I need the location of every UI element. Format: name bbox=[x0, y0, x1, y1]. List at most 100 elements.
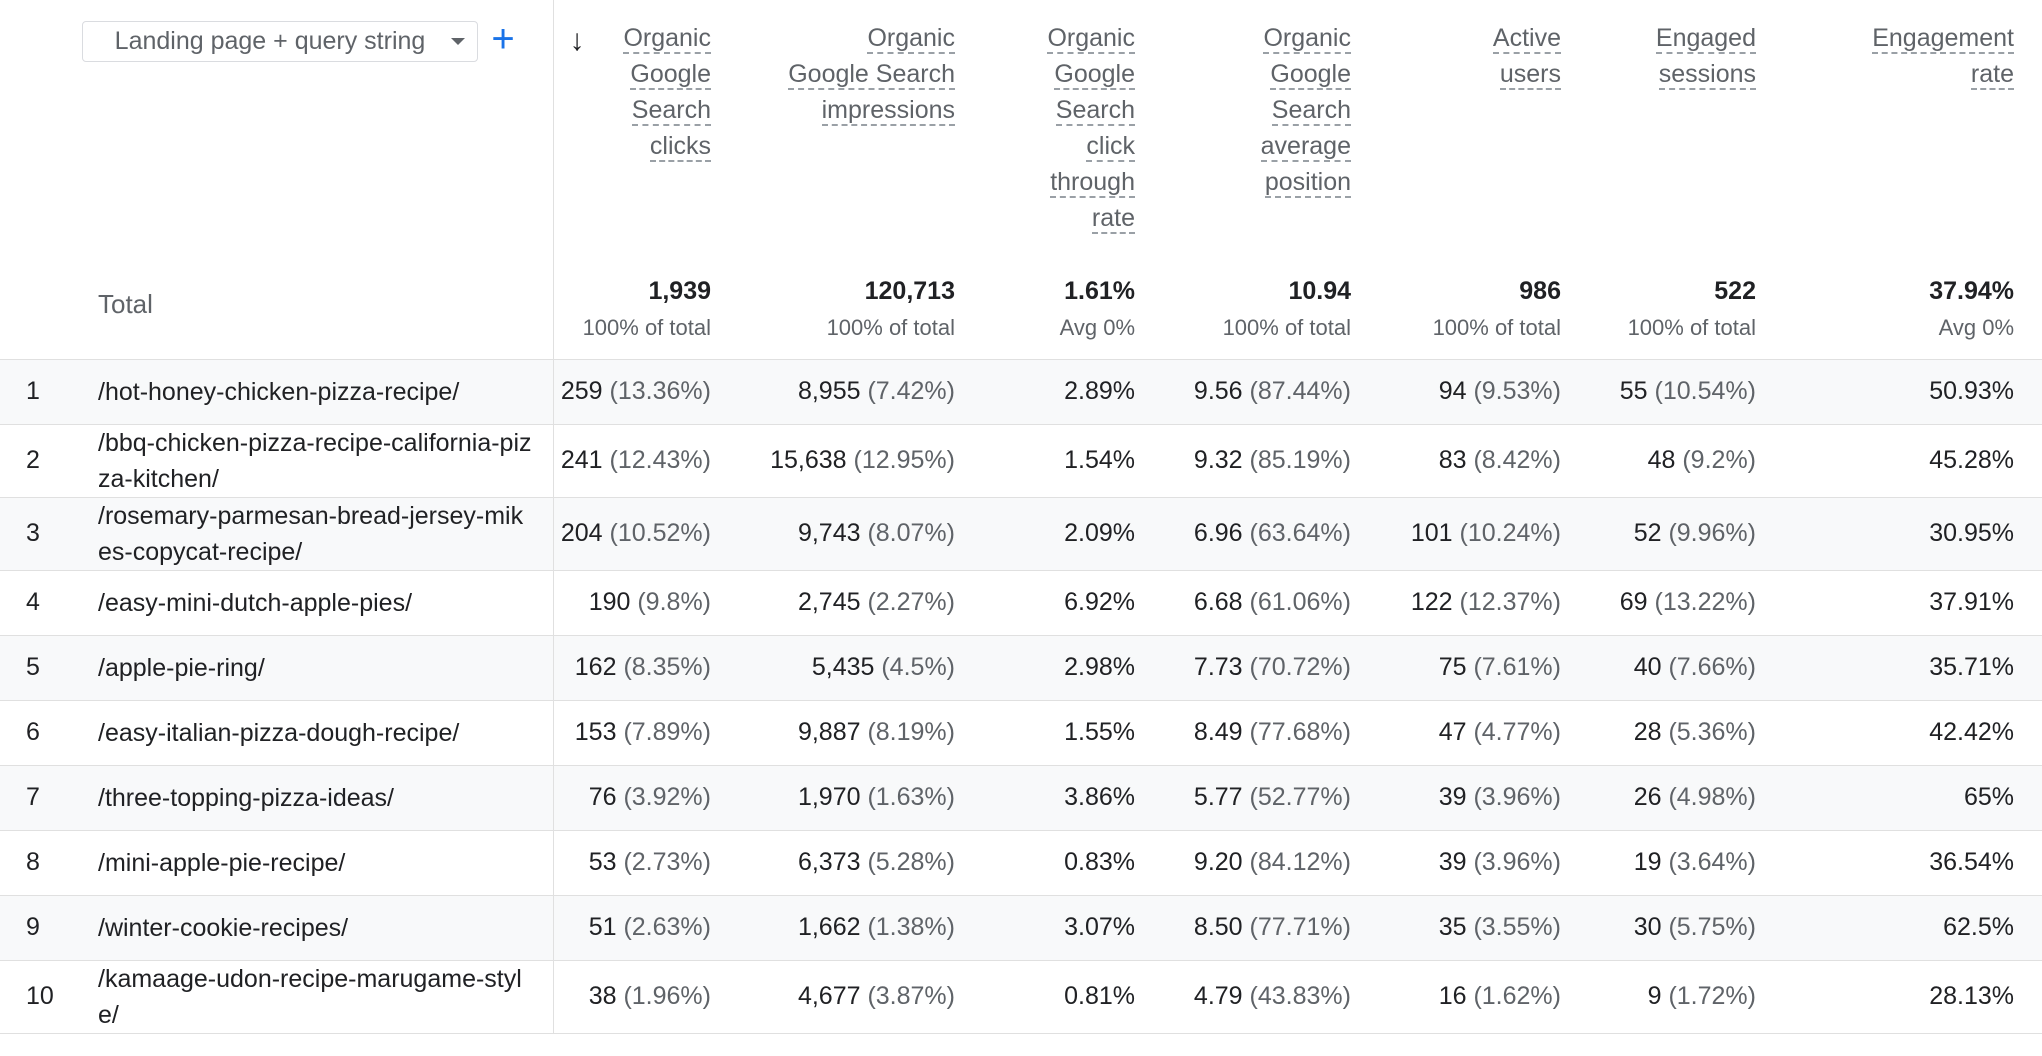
column-header-engaged-sessions[interactable]: Engaged sessions bbox=[1589, 0, 1784, 263]
metric-cell: 204 (10.52%) bbox=[552, 497, 739, 570]
column-header-label-line: Active bbox=[1492, 24, 1561, 54]
metric-value: 6.92% bbox=[1064, 588, 1135, 616]
metric-cell: 45.28% bbox=[1784, 424, 2042, 497]
column-header-label-line: click bbox=[1086, 132, 1135, 162]
landing-page-link[interactable]: /three-topping-pizza-ideas/ bbox=[98, 783, 394, 812]
metric-cell: 0.83% bbox=[983, 830, 1163, 895]
metric-cell: 9.20 (84.12%) bbox=[1163, 830, 1379, 895]
metric-percent-of-total: (5.36%) bbox=[1668, 718, 1756, 746]
landing-page-link[interactable]: /bbq-chicken-pizza-recipe-california-piz… bbox=[98, 428, 532, 493]
metric-cell: 6.92% bbox=[983, 570, 1163, 635]
metric-cell: 6.96 (63.64%) bbox=[1163, 497, 1379, 570]
metric-value: 35 bbox=[1438, 913, 1467, 941]
metric-percent-of-total: (4.98%) bbox=[1668, 783, 1756, 811]
metric-percent-of-total: (77.68%) bbox=[1249, 718, 1351, 746]
column-header-label-line: Organic bbox=[623, 24, 711, 54]
metric-cell: 40 (7.66%) bbox=[1589, 635, 1784, 700]
metric-value: 1.55% bbox=[1064, 718, 1135, 746]
row-index: 4 bbox=[26, 588, 40, 616]
column-header-label-line: Engaged bbox=[1655, 24, 1756, 54]
metric-cell: 3.07% bbox=[983, 895, 1163, 960]
row-index: 7 bbox=[26, 783, 40, 811]
metric-percent-of-total: (1.38%) bbox=[867, 913, 955, 941]
column-header-label-line: Organic bbox=[1263, 24, 1351, 54]
landing-page-link[interactable]: /easy-mini-dutch-apple-pies/ bbox=[98, 588, 413, 617]
landing-page-link[interactable]: /winter-cookie-recipes/ bbox=[98, 913, 349, 942]
table-row[interactable]: 1/hot-honey-chicken-pizza-recipe/259 (13… bbox=[0, 359, 2042, 424]
metric-cell: 50.93% bbox=[1784, 359, 2042, 424]
metric-value: 30.95% bbox=[1929, 519, 2014, 547]
column-header-organic-search-clicks[interactable]: ↓ Organic Google Search clicks bbox=[552, 0, 739, 263]
total-organic-search-avg-position: 10.94 100% of total bbox=[1222, 277, 1351, 340]
column-header-organic-search-ctr[interactable]: Organic Google Search click through rate bbox=[983, 0, 1163, 263]
landing-page-link[interactable]: /rosemary-parmesan-bread-jersey-mikes-co… bbox=[98, 501, 524, 566]
metric-value: 0.83% bbox=[1064, 848, 1135, 876]
table-row[interactable]: 6/easy-italian-pizza-dough-recipe/153 (7… bbox=[0, 700, 2042, 765]
metric-percent-of-total: (12.95%) bbox=[853, 446, 955, 474]
column-header-active-users[interactable]: Active users bbox=[1379, 0, 1589, 263]
table-row[interactable]: 4/easy-mini-dutch-apple-pies/190 (9.8%) 2… bbox=[0, 570, 2042, 635]
column-header-label-line: Google bbox=[1054, 60, 1135, 90]
column-header-organic-search-impressions[interactable]: Organic Google Search impressions bbox=[739, 0, 983, 263]
metric-percent-of-total: (13.22%) bbox=[1654, 588, 1756, 616]
totals-row: Total 1,939 100% of total 120,713 100% of … bbox=[0, 263, 2042, 359]
dimension-header: Landing page + query string + bbox=[0, 0, 553, 263]
metric-percent-of-total: (3.92%) bbox=[623, 783, 711, 811]
metric-value: 55 bbox=[1619, 377, 1648, 405]
metric-value: 8.49 bbox=[1193, 718, 1243, 746]
table-row[interactable]: 5/apple-pie-ring/162 (8.35%) 5,435 (4.5%)… bbox=[0, 635, 2042, 700]
metric-value: 2,745 bbox=[797, 588, 861, 616]
metric-value: 122 bbox=[1410, 588, 1453, 616]
metric-value: 26 bbox=[1633, 783, 1662, 811]
metric-percent-of-total: (2.73%) bbox=[623, 848, 711, 876]
arrow-down-icon[interactable]: ↓ bbox=[569, 24, 585, 57]
metric-value: 8.50 bbox=[1193, 913, 1243, 941]
column-header-label-line: through bbox=[1050, 168, 1135, 198]
metric-value: 36.54% bbox=[1929, 848, 2014, 876]
metric-percent-of-total: (2.27%) bbox=[867, 588, 955, 616]
metric-value: 162 bbox=[574, 653, 617, 681]
metric-cell: 8.49 (77.68%) bbox=[1163, 700, 1379, 765]
header-row: Landing page + query string + ↓ Organic G… bbox=[0, 0, 2042, 263]
landing-page-link[interactable]: /apple-pie-ring/ bbox=[98, 653, 265, 682]
metric-cell: 241 (12.43%) bbox=[552, 424, 739, 497]
table-row[interactable]: 8/mini-apple-pie-recipe/53 (2.73%) 6,373 … bbox=[0, 830, 2042, 895]
table-row[interactable]: 3/rosemary-parmesan-bread-jersey-mikes-c… bbox=[0, 497, 2042, 570]
metric-value: 69 bbox=[1619, 588, 1648, 616]
landing-page-link[interactable]: /mini-apple-pie-recipe/ bbox=[98, 848, 346, 877]
landing-page-link[interactable]: /easy-italian-pizza-dough-recipe/ bbox=[98, 718, 460, 747]
table-row[interactable]: 7/three-topping-pizza-ideas/76 (3.92%) 1,… bbox=[0, 765, 2042, 830]
metric-percent-of-total: (7.66%) bbox=[1668, 653, 1756, 681]
column-header-label-line: Search bbox=[1271, 96, 1351, 126]
row-index: 5 bbox=[26, 653, 40, 681]
total-organic-search-clicks: 1,939 100% of total bbox=[552, 263, 739, 359]
column-header-label-line: impressions bbox=[821, 96, 955, 126]
add-dimension-button[interactable]: + bbox=[491, 17, 515, 61]
landing-page-link[interactable]: /hot-honey-chicken-pizza-recipe/ bbox=[98, 377, 460, 406]
metric-value: 2.89% bbox=[1064, 377, 1135, 405]
column-header-label-line: sessions bbox=[1658, 60, 1756, 90]
dimension-selector[interactable]: Landing page + query string bbox=[82, 21, 478, 62]
metric-value: 9.32 bbox=[1193, 446, 1243, 474]
metric-cell: 62.5% bbox=[1784, 895, 2042, 960]
column-header-label-line: users bbox=[1499, 60, 1561, 90]
table-row[interactable]: 10/kamaage-udon-recipe-marugame-style/38… bbox=[0, 960, 2042, 1033]
column-header-engagement-rate[interactable]: Engagement rate bbox=[1784, 0, 2042, 263]
metric-value: 1.54% bbox=[1064, 446, 1135, 474]
metric-cell: 2.09% bbox=[983, 497, 1163, 570]
table-row[interactable]: 9/winter-cookie-recipes/51 (2.63%) 1,662 … bbox=[0, 895, 2042, 960]
metric-value: 1,970 bbox=[797, 783, 861, 811]
metric-value: 83 bbox=[1438, 446, 1467, 474]
metric-cell: 162 (8.35%) bbox=[552, 635, 739, 700]
column-header-label-line: rate bbox=[1970, 60, 2014, 90]
metric-cell: 76 (3.92%) bbox=[552, 765, 739, 830]
metric-cell: 35.71% bbox=[1784, 635, 2042, 700]
landing-page-link[interactable]: /kamaage-udon-recipe-marugame-style/ bbox=[98, 964, 522, 1029]
metric-value: 52 bbox=[1633, 519, 1662, 547]
metric-value: 45.28% bbox=[1929, 446, 2014, 474]
metric-value: 16 bbox=[1438, 982, 1467, 1010]
metric-cell: 9.56 (87.44%) bbox=[1163, 359, 1379, 424]
metric-value: 8,955 bbox=[797, 377, 861, 405]
column-header-organic-search-avg-position[interactable]: Organic Google Search average position bbox=[1163, 0, 1379, 263]
table-row[interactable]: 2/bbq-chicken-pizza-recipe-california-pi… bbox=[0, 424, 2042, 497]
